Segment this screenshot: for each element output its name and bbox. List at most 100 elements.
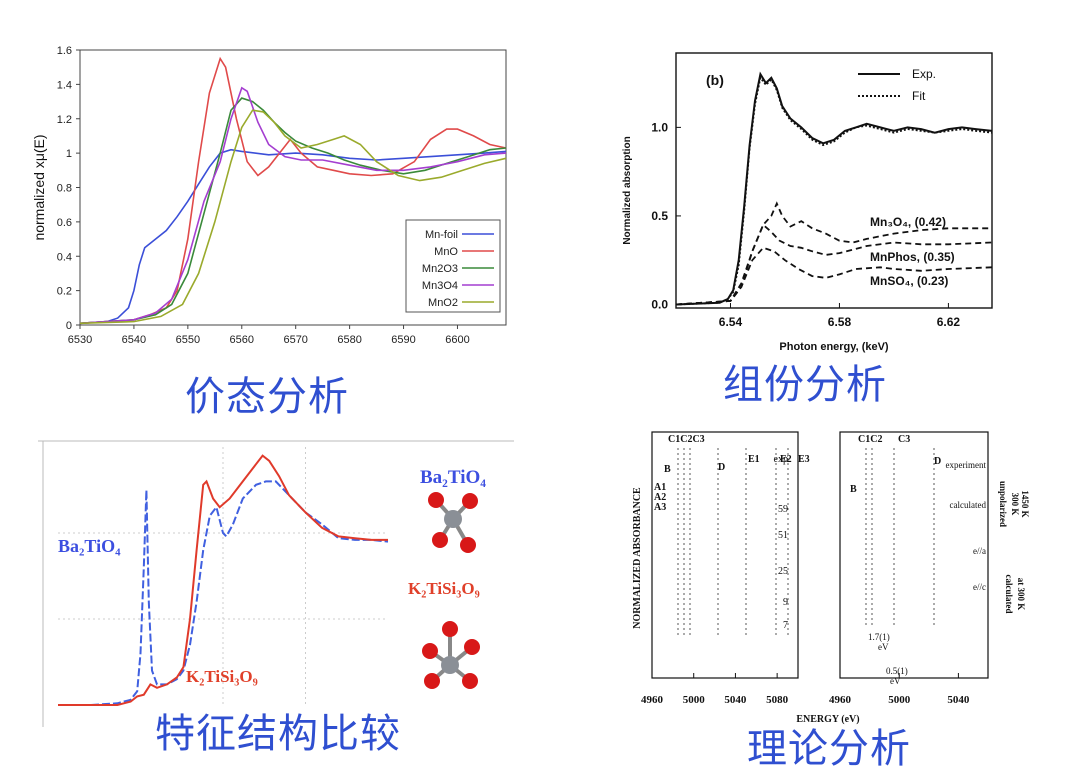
panel-label: (b) xyxy=(706,72,724,88)
curve-label: 25 xyxy=(778,566,788,577)
side-label: 1450 K xyxy=(1020,490,1030,517)
peak-label: E1 xyxy=(748,454,760,465)
x-tick-label: 6600 xyxy=(445,334,469,346)
legend-label: Fit xyxy=(912,89,926,103)
y-tick-label: 0.5 xyxy=(651,209,668,223)
x-tick-label: 4960 xyxy=(641,694,664,706)
x-tick-label: 6540 xyxy=(122,334,146,346)
y-tick-label: 0.4 xyxy=(57,251,72,263)
curve-label: 7 xyxy=(783,620,788,631)
y-tick-label: 1 xyxy=(66,148,72,160)
plot-frame xyxy=(675,52,993,309)
y-tick-label: 1.0 xyxy=(651,120,668,134)
x-tick-label: 6570 xyxy=(283,334,307,346)
curve-label: 59 xyxy=(778,504,788,515)
legend-box xyxy=(405,219,501,313)
series-line-mn3o4 xyxy=(79,86,507,325)
x-tick-label: 5000 xyxy=(888,694,911,706)
curve-label: exp xyxy=(774,454,788,465)
series-line xyxy=(675,246,993,306)
y-tick-label: 0.2 xyxy=(57,286,72,298)
oxygen-atom xyxy=(442,621,458,637)
peak-label: E3 xyxy=(798,454,810,465)
x-tick-label: 5040 xyxy=(947,694,970,706)
x-tick-label: 5040 xyxy=(724,694,747,706)
theory-analysis-chart: 4960 5000 5040 5080 4960 5000 5040 ENERGY (eV) N… xyxy=(628,428,1030,725)
y-tick-label: 0.8 xyxy=(57,183,72,195)
y-tick-label: 0.6 xyxy=(57,217,72,229)
caption-composition-analysis: 组份分析 xyxy=(723,362,887,408)
y-axis-label: normalized xμ(E) xyxy=(31,134,47,240)
curve-label: e//a xyxy=(973,546,986,556)
caption-valence-analysis: 价态分析 xyxy=(185,374,349,420)
legend-label: Mn-foil xyxy=(425,229,458,241)
x-axis-label: Photon energy, (keV) xyxy=(779,341,889,353)
annotation-mn3o4: Mn₃O₄, (0.42) xyxy=(870,215,946,229)
caption-theory-analysis: 理论分析 xyxy=(747,726,911,772)
side-label: unpolarized xyxy=(998,481,1008,527)
annotation: eV xyxy=(890,676,901,686)
x-tick-label: 6530 xyxy=(68,334,92,346)
curve-label: calculated xyxy=(950,500,987,510)
series-label-ba2tio4: Ba₂TiO₄ xyxy=(58,536,121,556)
series-line xyxy=(675,223,993,306)
oxygen-atom xyxy=(424,673,440,689)
x-tick-label: 6.62 xyxy=(937,315,961,329)
oxygen-atom xyxy=(462,673,478,689)
x-tick-label: 4960 xyxy=(829,694,852,706)
titanium-atom xyxy=(444,510,462,528)
x-tick-label: 6590 xyxy=(391,334,415,346)
x-tick-label: 5080 xyxy=(766,694,789,706)
x-tick-label: 6560 xyxy=(230,334,254,346)
theory-analysis-panel: 4960 5000 5040 5080 4960 5000 5040 ENERGY (eV) N… xyxy=(628,428,1038,728)
titanium-atom xyxy=(441,656,459,674)
oxygen-atom xyxy=(464,639,480,655)
side-label: calculated xyxy=(1004,575,1014,614)
y-tick-label: 1.4 xyxy=(57,79,72,91)
structure-label-k2tisi3o9: K₂TiSi₃O₉ xyxy=(408,579,480,598)
legend-label: Mn3O4 xyxy=(422,280,458,292)
series-line-mn-foil xyxy=(79,148,507,325)
series-line xyxy=(675,201,992,306)
peak-label: C1C2C3 xyxy=(668,434,705,445)
legend-label: MnO2 xyxy=(428,297,458,309)
curve-label: e//c xyxy=(973,582,986,592)
y-tick-label: 1.2 xyxy=(57,114,72,126)
peak-label: A2 xyxy=(654,492,666,503)
peak-label: A3 xyxy=(654,502,666,513)
right-subplot-frame xyxy=(839,431,989,679)
series-line-mn2o3 xyxy=(79,97,507,325)
y-axis-label: NORMALIZED ABSORBANCE xyxy=(632,487,643,629)
x-axis-label: ENERGY (eV) xyxy=(796,714,859,725)
valence-chart: 0 0.2 0.4 0.6 0.8 1 1.2 1.4 1.6 6530 6540 6550 6560 6… xyxy=(31,45,507,346)
curve-label: 51 xyxy=(778,530,788,541)
x-tick-label: 6550 xyxy=(176,334,200,346)
series-label-k2tisi3o9: K₂TiSi₃O₉ xyxy=(186,667,258,686)
x-tick-label: 6580 xyxy=(337,334,361,346)
oxygen-atom xyxy=(422,643,438,659)
legend-label: Mn2O3 xyxy=(422,263,458,275)
legend-label: MnO xyxy=(434,246,458,258)
peak-label: E2 xyxy=(780,454,792,465)
annotation: 0.5(1) xyxy=(886,666,908,676)
structure-comparison-chart: Ba₂TiO₄ K₂TiSi₃O₉ Ba₂TiO₄ K₂TiSi₃O₉ xyxy=(38,437,514,737)
structure-label-ba2tio4: Ba₂TiO₄ xyxy=(420,467,486,488)
oxygen-atom xyxy=(432,532,448,548)
composition-chart-panel: 0.0 0.5 1.0 6.54 6.58 6.62 Photon energy, (keV… xyxy=(612,45,1002,357)
x-tick-label: 5000 xyxy=(683,694,706,706)
peak-label: B xyxy=(664,464,671,475)
oxygen-atom xyxy=(428,492,444,508)
oxygen-atom xyxy=(462,493,478,509)
series-line xyxy=(675,75,993,306)
annotation: 1.7(1) xyxy=(868,632,890,642)
peak-label: A1 xyxy=(654,482,666,493)
peak-label: C3 xyxy=(898,434,910,445)
x-tick-label: 6.58 xyxy=(828,315,852,329)
y-tick-label: 1.6 xyxy=(57,45,72,57)
side-label: at 300 K xyxy=(1016,578,1026,611)
annotation: eV xyxy=(878,642,889,652)
peak-label: D xyxy=(934,456,941,467)
composition-chart: 0.0 0.5 1.0 6.54 6.58 6.62 Photon energy, (keV… xyxy=(622,52,993,353)
series-line-mno2 xyxy=(79,109,507,325)
peak-label: C1C2 xyxy=(858,434,882,445)
